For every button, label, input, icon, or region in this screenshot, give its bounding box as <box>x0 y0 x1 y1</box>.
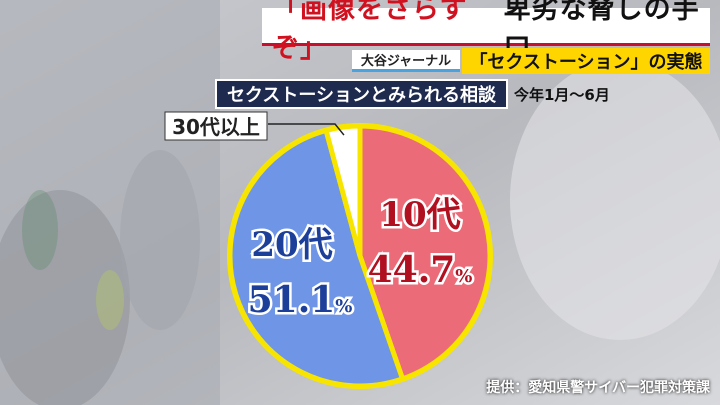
chart-title: セクストーションとみられる相談 <box>215 79 508 109</box>
pie-slice-2 <box>227 128 405 389</box>
headline-rest: 卑劣な脅しの手口 <box>503 0 700 64</box>
slice-3-leader-line <box>268 123 345 136</box>
period-label: 今年1月～6月 <box>514 86 610 104</box>
pie-slice-3 <box>323 123 363 259</box>
subtitle: 「セクストーション」の実態 <box>462 48 710 74</box>
slice-label-20s: 20代 <box>251 225 332 265</box>
headline-quote: 「画像をさらすぞ」 <box>272 0 468 64</box>
news-headline: 「画像をさらすぞ」 卑劣な脅しの手口 <box>262 0 710 64</box>
slice-label-10s: 10代 <box>379 195 460 235</box>
slice-label-30s-plus: 30代以上 <box>172 115 260 139</box>
slice-3-label-box <box>164 111 268 141</box>
pie-slice-1 <box>357 123 493 382</box>
subtitle-row: 大谷ジャーナル 「セクストーション」の実態 <box>352 48 710 74</box>
show-name: 大谷ジャーナル <box>352 50 460 72</box>
source-credit: 提供：愛知県警サイバー犯罪対策課 <box>486 380 710 396</box>
